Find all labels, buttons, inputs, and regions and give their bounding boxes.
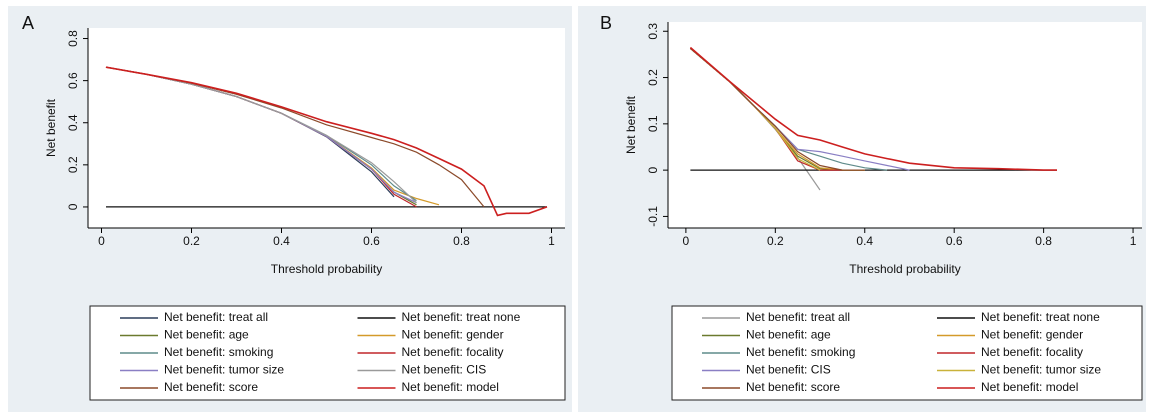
y-tick-label: 0: [66, 203, 80, 210]
x-tick-label: 0.6: [946, 234, 963, 248]
x-tick-label: 0.2: [183, 234, 200, 248]
legend-label: Net benefit: CIS: [402, 363, 487, 377]
legend-box: [671, 305, 1143, 401]
x-axis-title: Threshold probability: [849, 262, 960, 276]
x-tick-label: 0: [683, 234, 690, 248]
y-tick-label: 0: [646, 166, 660, 173]
y-tick-label: 0.8: [66, 30, 80, 47]
plot-area: [88, 28, 565, 228]
x-tick-label: 0: [98, 234, 105, 248]
legend-label: Net benefit: score: [164, 380, 258, 394]
x-tick-label: 0.2: [767, 234, 784, 248]
y-tick-label: 0.2: [646, 69, 660, 86]
x-tick-label: 1: [1130, 234, 1137, 248]
legend-label: Net benefit: CIS: [746, 363, 831, 377]
y-axis-title: Net benefit: [44, 98, 58, 157]
legend-label: Net benefit: focality: [402, 345, 504, 359]
x-tick-label: 0.4: [856, 234, 873, 248]
x-tick-label: 0.8: [1035, 234, 1052, 248]
legend-label: Net benefit: gender: [981, 328, 1083, 342]
y-tick-label: 0.6: [66, 72, 80, 89]
x-tick-label: 0.4: [273, 234, 290, 248]
x-axis-title: Threshold probability: [271, 262, 382, 276]
x-tick-label: 0.8: [453, 234, 470, 248]
legend-label: Net benefit: age: [746, 328, 831, 342]
y-tick-label: 0.4: [66, 114, 80, 131]
x-tick-label: 1: [548, 234, 555, 248]
legend-label: Net benefit: gender: [402, 328, 504, 342]
legend-label: Net benefit: smoking: [746, 345, 855, 359]
plot-area: [668, 22, 1142, 228]
legend-label: Net benefit: treat all: [164, 310, 268, 324]
panel-label: B: [600, 13, 612, 33]
legend-label: Net benefit: model: [981, 380, 1078, 394]
legend-label: Net benefit: score: [746, 380, 840, 394]
y-tick-label: -0.1: [646, 206, 660, 227]
legend-label: Net benefit: tumor size: [164, 363, 284, 377]
legend-label: Net benefit: treat none: [981, 310, 1100, 324]
y-tick-label: 0.2: [66, 156, 80, 173]
legend-label: Net benefit: tumor size: [981, 363, 1101, 377]
legend-label: Net benefit: treat none: [402, 310, 521, 324]
y-tick-label: 0.3: [646, 23, 660, 40]
y-tick-label: 0.1: [646, 115, 660, 132]
series-line: [689, 46, 1057, 171]
legend-box: [89, 305, 566, 401]
x-tick-label: 0.6: [363, 234, 380, 248]
series-line: [105, 66, 548, 217]
legend-label: Net benefit: age: [164, 328, 249, 342]
legend-label: Net benefit: smoking: [164, 345, 273, 359]
legend-label: Net benefit: model: [402, 380, 499, 394]
legend-label: Net benefit: focality: [981, 345, 1083, 359]
y-axis-title: Net benefit: [624, 95, 638, 154]
panel-label: A: [22, 13, 34, 33]
legend-label: Net benefit: treat all: [746, 310, 850, 324]
